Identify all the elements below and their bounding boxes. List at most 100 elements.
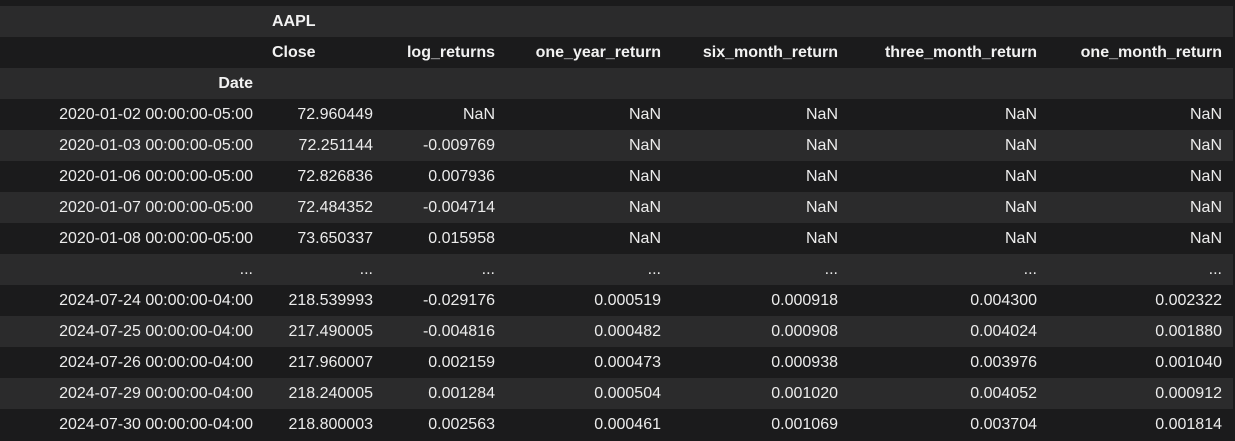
table-row: 2024-07-25 00:00:00-04:00 217.490005 -0.00… <box>0 316 1233 347</box>
header-cell <box>1048 6 1233 37</box>
table-cell: 218.539993 <box>288 291 373 309</box>
table-cell: 0.000519 <box>594 291 661 309</box>
table-cell: 0.002322 <box>1155 291 1222 309</box>
table-cell: NaN <box>1004 229 1037 247</box>
row-index-date: 2020-01-03 00:00:00-05:00 <box>59 136 253 154</box>
table-cell: NaN <box>1189 198 1222 216</box>
table-cell: 72.960449 <box>297 105 373 123</box>
table-cell: ... <box>1023 260 1037 278</box>
header-cell <box>849 68 1048 99</box>
table-cell: NaN <box>1189 229 1222 247</box>
table-cell: 217.490005 <box>288 322 373 340</box>
table-row: 2024-07-29 00:00:00-04:00 218.240005 0.001… <box>0 378 1233 409</box>
table-cell: 73.650337 <box>297 229 373 247</box>
row-index-date: 2024-07-30 00:00:00-04:00 <box>59 415 253 433</box>
table-row: 2024-07-24 00:00:00-04:00 218.539993 -0.02… <box>0 285 1233 316</box>
table-cell: NaN <box>1189 136 1222 154</box>
table-cell: 0.001814 <box>1155 415 1222 433</box>
column-header-one-year-return: one_year_return <box>535 43 661 61</box>
column-header-close: Close <box>272 43 316 61</box>
index-name-header: Date <box>218 74 253 92</box>
table-cell: 0.004024 <box>970 322 1037 340</box>
header-cell <box>384 6 506 37</box>
table-cell: NaN <box>805 105 838 123</box>
table-header: AAPL Close log_returns one_year_return s… <box>0 6 1233 99</box>
table-cell: 0.000461 <box>594 415 661 433</box>
row-index-date: 2024-07-24 00:00:00-04:00 <box>59 291 253 309</box>
header-cell <box>506 68 672 99</box>
table-cell: 0.000504 <box>594 384 661 402</box>
header-cell <box>849 6 1048 37</box>
header-cell <box>672 68 849 99</box>
table-cell: 0.000938 <box>771 353 838 371</box>
table-row: 2020-01-06 00:00:00-05:00 72.826836 0.0079… <box>0 161 1233 192</box>
table-cell: 0.003976 <box>970 353 1037 371</box>
table-cell: 0.000908 <box>771 322 838 340</box>
table-cell: NaN <box>628 167 661 185</box>
table-cell: 0.001040 <box>1155 353 1222 371</box>
table-cell: NaN <box>628 136 661 154</box>
table-cell: NaN <box>462 105 495 123</box>
table-cell: NaN <box>628 198 661 216</box>
table-cell: ... <box>1208 260 1222 278</box>
table-cell: 0.000918 <box>771 291 838 309</box>
header-cell <box>672 6 849 37</box>
table-cell: 0.004300 <box>970 291 1037 309</box>
table-cell: 0.000482 <box>594 322 661 340</box>
row-index-date: 2020-01-07 00:00:00-05:00 <box>59 198 253 216</box>
header-row-ticker: AAPL <box>0 6 1233 37</box>
dataframe-table: AAPL Close log_returns one_year_return s… <box>0 6 1233 440</box>
column-header-six-month-return: six_month_return <box>702 43 838 61</box>
table-cell: NaN <box>1004 198 1037 216</box>
row-index-date: 2024-07-29 00:00:00-04:00 <box>59 384 253 402</box>
row-index-date: 2024-07-26 00:00:00-04:00 <box>59 353 253 371</box>
table-row: 2020-01-03 00:00:00-05:00 72.251144 -0.009… <box>0 130 1233 161</box>
row-index-date: ... <box>239 260 253 278</box>
row-index-date: 2020-01-08 00:00:00-05:00 <box>59 229 253 247</box>
table-cell: NaN <box>1189 167 1222 185</box>
table-cell: ... <box>824 260 838 278</box>
table-cell: NaN <box>1004 167 1037 185</box>
header-row-columns: Close log_returns one_year_return six_mo… <box>0 37 1233 68</box>
row-index-date: 2024-07-25 00:00:00-04:00 <box>59 322 253 340</box>
table-row: 2020-01-08 00:00:00-05:00 73.650337 0.0159… <box>0 223 1233 254</box>
table-cell: 0.000912 <box>1155 384 1222 402</box>
table-cell: 218.800003 <box>288 415 373 433</box>
table-cell: 217.960007 <box>288 353 373 371</box>
header-cell <box>506 6 672 37</box>
table-row: 2024-07-26 00:00:00-04:00 217.960007 0.002… <box>0 347 1233 378</box>
header-cell <box>384 68 506 99</box>
column-header-log-returns: log_returns <box>406 43 495 61</box>
column-header-one-month-return: one_month_return <box>1080 43 1222 61</box>
header-cell <box>264 68 384 99</box>
header-cell <box>1048 68 1233 99</box>
table-cell: -0.004714 <box>422 198 495 216</box>
table-row: 2020-01-07 00:00:00-05:00 72.484352 -0.004… <box>0 192 1233 223</box>
table-cell: NaN <box>1004 105 1037 123</box>
table-cell: 72.826836 <box>297 167 373 185</box>
table-cell: ... <box>359 260 373 278</box>
table-cell: NaN <box>805 167 838 185</box>
table-cell: NaN <box>805 198 838 216</box>
table-cell: NaN <box>805 229 838 247</box>
table-cell: 0.001880 <box>1155 322 1222 340</box>
table-cell: 0.015958 <box>428 229 495 247</box>
table-cell: -0.004816 <box>422 322 495 340</box>
table-cell: -0.009769 <box>422 136 495 154</box>
table-cell: 72.484352 <box>297 198 373 216</box>
table-row: 2024-07-30 00:00:00-04:00 218.800003 0.002… <box>0 409 1233 440</box>
table-cell: 0.001069 <box>771 415 838 433</box>
row-index-date: 2020-01-06 00:00:00-05:00 <box>59 167 253 185</box>
table-cell: NaN <box>628 105 661 123</box>
table-cell: NaN <box>1189 105 1222 123</box>
table-cell: 0.003704 <box>970 415 1037 433</box>
row-index-date: 2020-01-02 00:00:00-05:00 <box>59 105 253 123</box>
table-row: ..................... <box>0 254 1233 285</box>
table-cell: 0.007936 <box>428 167 495 185</box>
table-cell: 72.251144 <box>298 136 373 154</box>
table-cell: 0.004052 <box>970 384 1037 402</box>
header-row-index: Date <box>0 68 1233 99</box>
table-cell: 0.001020 <box>771 384 838 402</box>
table-body: 2020-01-02 00:00:00-05:00 72.960449 NaN NaN… <box>0 99 1233 440</box>
table-cell: 0.001284 <box>428 384 495 402</box>
